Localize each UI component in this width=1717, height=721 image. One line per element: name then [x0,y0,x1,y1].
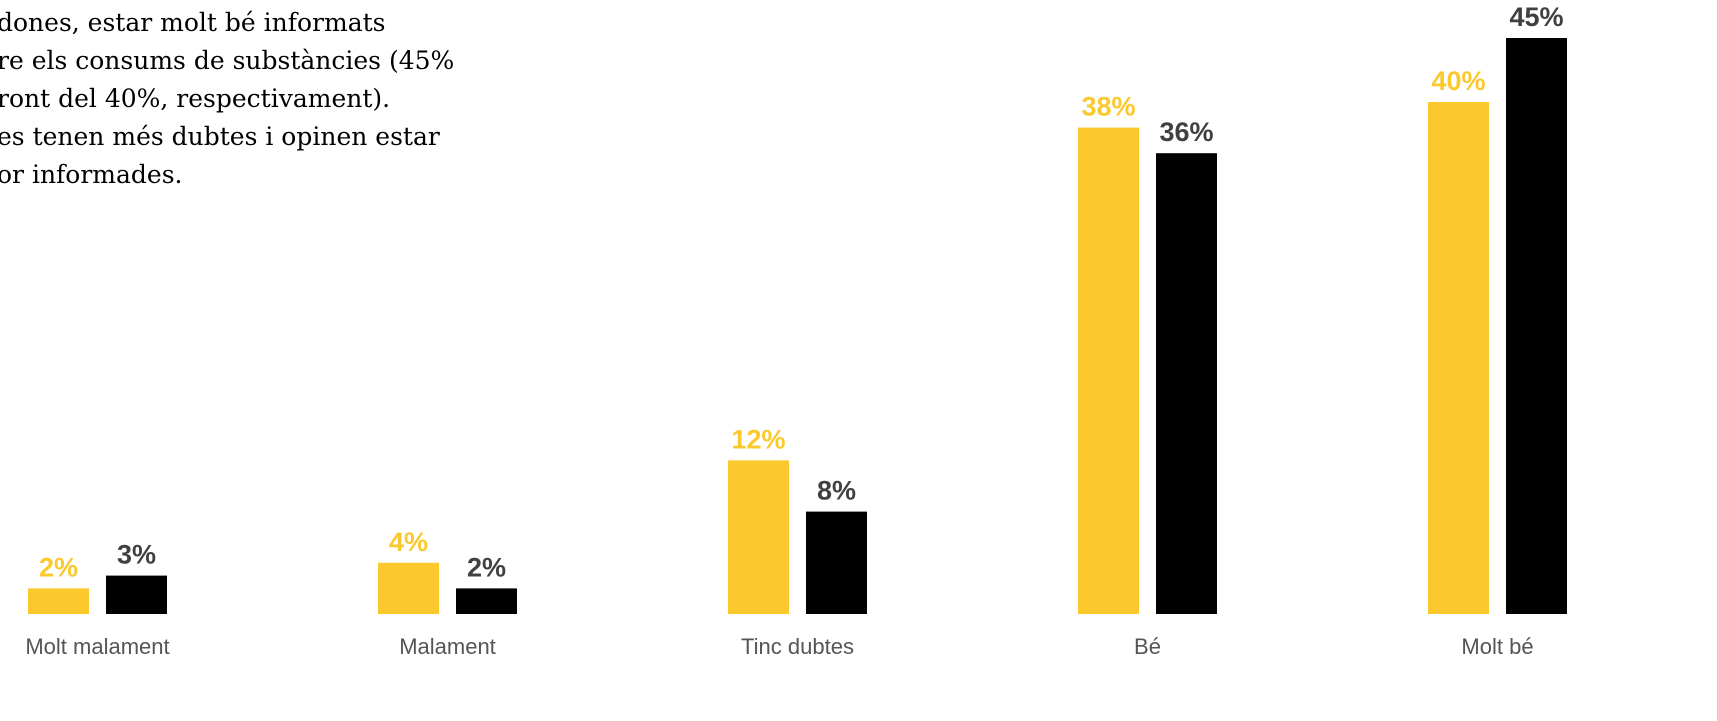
category-label-3: Tinc dubtes [741,634,854,659]
intro-text: dones, estar molt bé informats re els co… [0,4,557,194]
category-label-2: Malament [399,634,496,659]
bar-2-2 [456,588,517,614]
value-label-1-3: 12% [731,424,785,454]
bar-2-3 [806,511,867,614]
bar-1-4 [1078,127,1139,614]
category-label-1: Molt malament [25,634,169,659]
value-label-2-4: 36% [1159,117,1213,147]
value-label-1-4: 38% [1081,92,1135,122]
value-label-2-2: 2% [467,552,506,582]
intro-line-4: es tenen més dubtes i opinen estar [0,122,440,151]
bar-2-1 [106,575,167,614]
category-label-5: Molt bé [1461,634,1533,659]
bar-1-3 [728,460,789,614]
bar-1-1 [28,588,89,614]
value-label-2-5: 45% [1509,2,1563,32]
intro-line-5: or informades. [0,160,183,189]
bar-1-2 [378,562,439,614]
intro-line-3: ront del 40%, respectivament). [0,84,391,113]
bar-2-4 [1156,153,1217,614]
value-label-2-1: 3% [117,540,156,570]
category-label-4: Bé [1134,634,1161,659]
bar-1-5 [1428,102,1489,614]
bar-2-5 [1506,38,1567,614]
intro-line-2: re els consums de substàncies (45% [0,46,455,75]
value-label-2-3: 8% [817,476,856,506]
value-label-1-2: 4% [389,527,428,557]
value-label-1-5: 40% [1431,66,1485,96]
value-label-1-1: 2% [39,552,78,582]
intro-line-1: dones, estar molt bé informats [0,8,386,37]
